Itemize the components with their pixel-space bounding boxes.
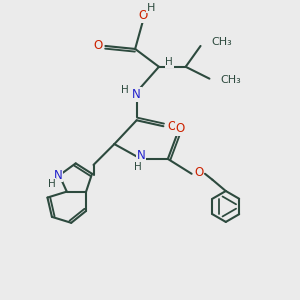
Text: O: O bbox=[194, 166, 204, 179]
Text: H: H bbox=[134, 162, 142, 172]
Text: O: O bbox=[167, 120, 176, 133]
Text: N: N bbox=[132, 88, 141, 101]
Text: O: O bbox=[175, 122, 184, 135]
Text: CH₃: CH₃ bbox=[211, 37, 232, 46]
Text: N: N bbox=[137, 149, 146, 162]
Text: N: N bbox=[53, 169, 62, 182]
Text: H: H bbox=[166, 57, 173, 67]
Text: H: H bbox=[147, 3, 155, 13]
Text: H: H bbox=[122, 85, 129, 95]
Text: H: H bbox=[48, 178, 56, 189]
Text: CH₃: CH₃ bbox=[221, 75, 242, 85]
Text: O: O bbox=[138, 9, 147, 22]
Text: O: O bbox=[93, 40, 103, 52]
